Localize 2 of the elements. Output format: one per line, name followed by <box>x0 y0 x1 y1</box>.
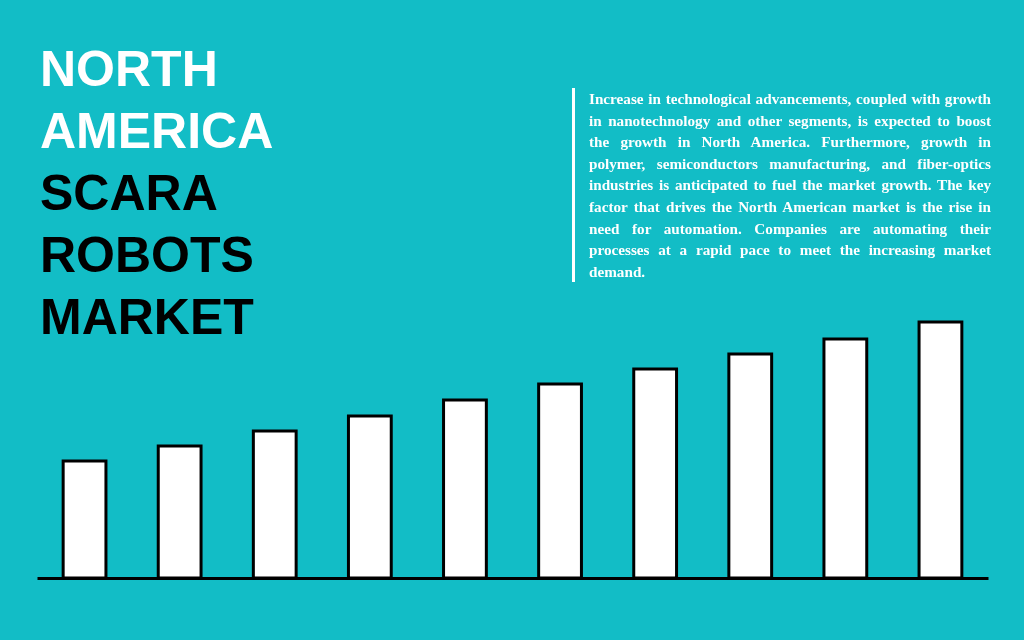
chart-title: NORTH AMERICA SCARA ROBOTS MARKET <box>40 41 274 345</box>
text: Increase in technological advancements, coupled with growth in nanotechnology and other segments, is expected to boost the growth in North America. Furthermore, growth in polymer, semiconductors manufacturing, and fiber-optics industries is anticipated to fuel the market growth. The key factor that drives the North American market is the rise in need for automation. Companies are automating their processes at a rapid pace to meet the increasing market demand. <box>589 90 991 280</box>
